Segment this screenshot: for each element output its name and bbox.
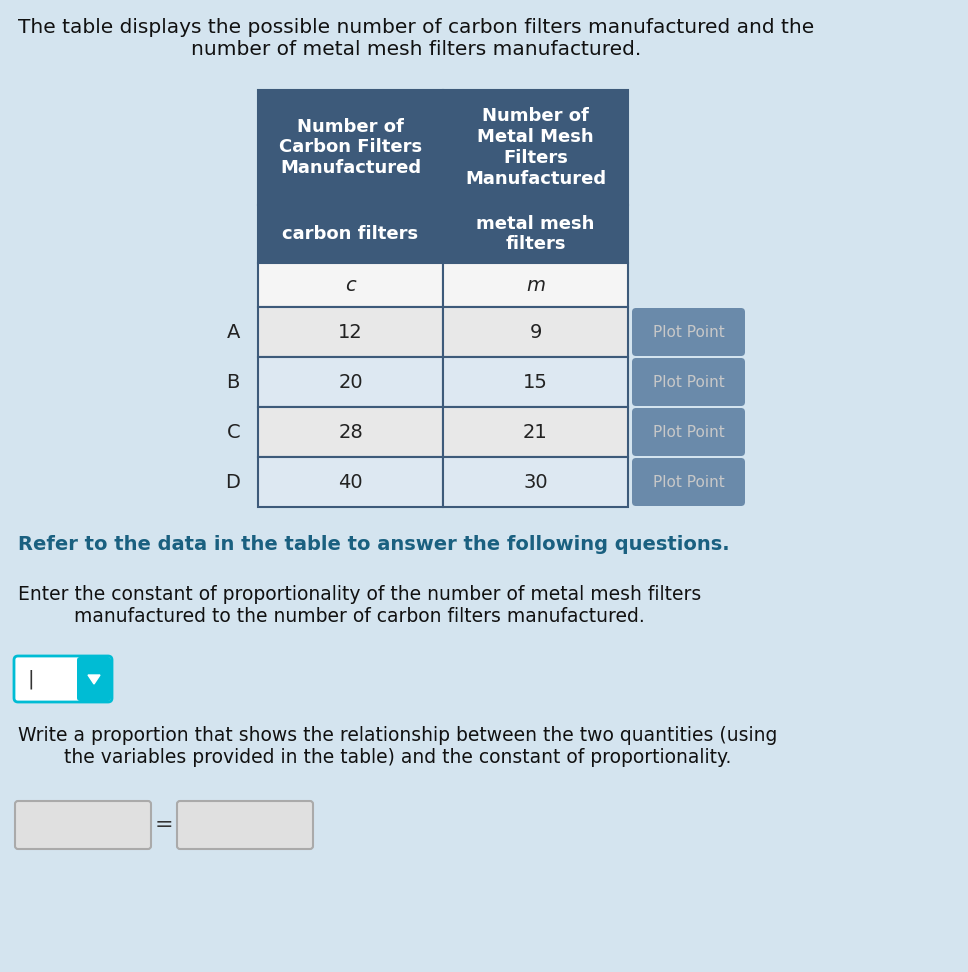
Text: Plot Point: Plot Point (652, 474, 724, 490)
Bar (258, 90, 443, 205)
Text: 28: 28 (338, 423, 363, 441)
Text: |: | (28, 670, 35, 689)
Text: 30: 30 (523, 472, 548, 492)
Text: Write a proportion that shows the relationship between the two quantities (using: Write a proportion that shows the relati… (18, 726, 777, 767)
Text: 21: 21 (523, 423, 548, 441)
Text: Plot Point: Plot Point (652, 374, 724, 390)
Bar (258, 205, 443, 263)
Text: carbon filters: carbon filters (283, 225, 418, 243)
FancyBboxPatch shape (14, 656, 112, 702)
Text: Plot Point: Plot Point (652, 425, 724, 439)
Text: m: m (526, 275, 545, 295)
Text: Number of
Metal Mesh
Filters
Manufactured: Number of Metal Mesh Filters Manufacture… (465, 107, 606, 188)
Bar (258, 307, 443, 357)
FancyBboxPatch shape (15, 801, 151, 849)
Bar (443, 90, 628, 205)
FancyBboxPatch shape (77, 657, 111, 701)
FancyBboxPatch shape (632, 408, 745, 456)
Text: 9: 9 (529, 323, 542, 341)
Text: The table displays the possible number of carbon filters manufactured and the
nu: The table displays the possible number o… (18, 18, 814, 59)
Text: 12: 12 (338, 323, 363, 341)
Bar (443, 205, 628, 263)
Text: 20: 20 (338, 372, 363, 392)
Bar (258, 263, 443, 307)
Text: A: A (227, 323, 240, 341)
Text: metal mesh
filters: metal mesh filters (476, 215, 594, 254)
Text: Plot Point: Plot Point (652, 325, 724, 339)
Text: Enter the constant of proportionality of the number of metal mesh filters
manufa: Enter the constant of proportionality of… (18, 585, 701, 626)
FancyBboxPatch shape (177, 801, 313, 849)
Bar (443, 457, 628, 507)
Bar (443, 263, 628, 307)
Text: 40: 40 (338, 472, 363, 492)
Bar (258, 357, 443, 407)
Text: 15: 15 (523, 372, 548, 392)
Bar (443, 357, 628, 407)
Text: Refer to the data in the table to answer the following questions.: Refer to the data in the table to answer… (18, 535, 730, 554)
FancyBboxPatch shape (632, 308, 745, 356)
Text: Number of
Carbon Filters
Manufactured: Number of Carbon Filters Manufactured (279, 118, 422, 177)
Polygon shape (88, 675, 100, 684)
Bar (258, 407, 443, 457)
Text: B: B (227, 372, 240, 392)
Bar (443, 407, 628, 457)
Text: c: c (346, 275, 356, 295)
FancyBboxPatch shape (632, 358, 745, 406)
Bar (443, 307, 628, 357)
Text: =: = (155, 815, 173, 835)
Bar (258, 457, 443, 507)
Text: C: C (227, 423, 240, 441)
Text: D: D (226, 472, 240, 492)
FancyBboxPatch shape (632, 458, 745, 506)
